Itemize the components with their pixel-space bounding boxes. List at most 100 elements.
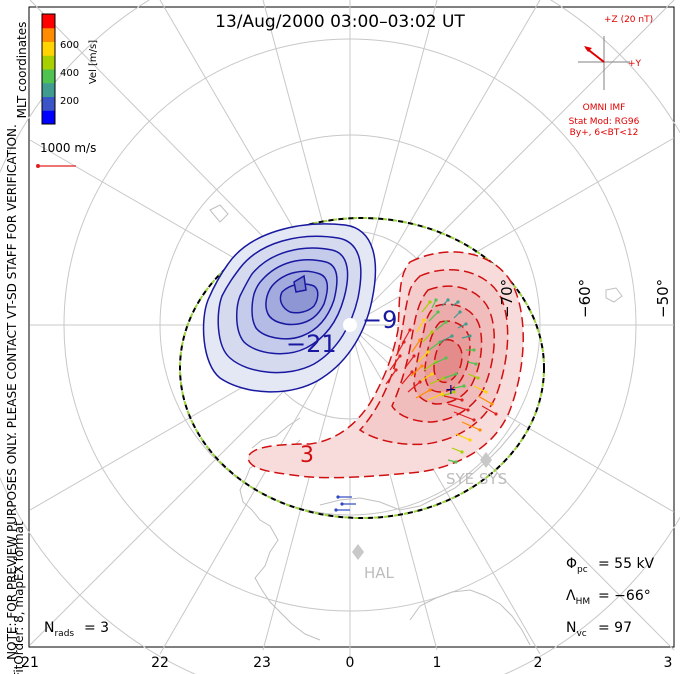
velocity-vector — [389, 355, 401, 371]
velocity-vector-origin — [454, 460, 458, 464]
velocity-vector-origin — [340, 502, 344, 506]
coastline — [605, 287, 623, 303]
velocity-vector — [453, 411, 475, 421]
contour-pos — [433, 338, 463, 384]
velocity-vector-origin — [458, 310, 462, 314]
velocity-vector-origin — [420, 364, 424, 368]
velocity-vector-origin — [436, 310, 440, 314]
colorbar-cell — [42, 41, 55, 56]
velocity-vector-origin — [476, 376, 480, 380]
velocity-vector — [455, 433, 471, 441]
velocity-vector — [411, 339, 421, 353]
velocity-vector — [441, 391, 455, 397]
colorbar-cell — [42, 96, 55, 111]
station-marker-sye — [480, 452, 492, 468]
velocity-vector — [395, 341, 405, 357]
velocity-vector-origin — [450, 334, 454, 338]
colorbar-cell — [42, 14, 55, 29]
velocity-vector-origin — [412, 354, 416, 358]
contour-label-neg21: −21 — [286, 330, 337, 358]
velocity-vector — [481, 405, 497, 415]
velocity-vector-origin — [336, 495, 340, 499]
positive-potential-cell — [247, 251, 524, 479]
velocity-vector-origin — [468, 438, 472, 442]
velocity-vector-origin — [426, 350, 430, 354]
mlt-label-21: 21 — [21, 655, 39, 671]
imf-condition: By+, 6<BT<12 — [570, 128, 639, 138]
mlt-label-1: 1 — [433, 655, 442, 671]
velocity-vector — [439, 335, 453, 343]
lat-label-70: −70° — [498, 279, 516, 318]
velocity-vector — [418, 373, 433, 383]
velocity-vector-origin — [494, 412, 498, 416]
colorbar-cell — [42, 55, 55, 70]
velocity-vector — [415, 389, 431, 399]
velocity-vector — [422, 331, 433, 343]
mlt-label-22: 22 — [151, 655, 169, 671]
colorbar-label: Vel [m/s] — [88, 40, 99, 84]
lat-label-60: −60° — [576, 279, 594, 318]
coastline — [209, 204, 229, 223]
coastline — [319, 423, 521, 511]
meridian — [349, 324, 541, 655]
imf-z-label: +Z (20 nT) — [604, 15, 653, 25]
velocity-vector-origin — [428, 388, 432, 392]
station-markers — [352, 452, 492, 560]
map-title: 13/Aug/2000 03:00–03:02 UT — [215, 12, 465, 32]
velocity-vector — [451, 447, 463, 453]
velocity-vector — [428, 311, 439, 322]
velocity-vector — [407, 381, 421, 393]
mlt-label-0: 0 — [346, 655, 355, 671]
vector-scale-origin — [36, 164, 40, 168]
velocity-vector — [421, 301, 431, 313]
velocity-vector-origin — [434, 298, 438, 302]
velocity-vector-origin — [462, 384, 466, 388]
station-label-hal: HAL — [364, 564, 395, 582]
mlt-axis: 21 22 23 0 1 2 3 — [21, 655, 672, 671]
lat-label-50: −50° — [654, 279, 672, 318]
hm-boundary — [179, 217, 545, 519]
colorbar-cell — [42, 27, 55, 42]
velocity-vector-origin — [428, 300, 432, 304]
colorbar-tick-600: 600 — [60, 40, 79, 51]
coastline — [251, 417, 301, 449]
velocity-vector-origin — [334, 508, 338, 512]
velocity-vector — [477, 395, 493, 405]
velocity-vector-origin — [398, 354, 402, 358]
imf-y-label: +Y — [628, 59, 642, 69]
velocity-vector — [410, 365, 423, 377]
mlt-label-3: 3 — [664, 655, 673, 671]
velocity-vector — [401, 371, 413, 385]
meridian — [349, 0, 541, 326]
lambda-hm-value: = −66° — [598, 588, 651, 604]
velocity-vector-origin — [430, 330, 434, 334]
velocity-vector-origin — [430, 372, 434, 376]
velocity-vector — [432, 357, 447, 365]
velocity-vector-origin — [484, 390, 488, 394]
velocity-vector — [427, 393, 443, 401]
contour-label-neg9: −9 — [362, 306, 397, 334]
velocity-vector — [461, 421, 481, 431]
colorbar-tick-200: 200 — [60, 96, 79, 107]
colorbar-tick-400: 400 — [60, 68, 79, 79]
fit-order-note: FitOrder: 8, mapEX format — [12, 521, 26, 674]
negative-potential-cell — [202, 223, 377, 393]
station-label-sye-sys: SYE SYS — [446, 470, 507, 488]
station-marker-hal — [352, 544, 364, 560]
coastline — [409, 589, 531, 646]
velocity-vector-origin — [490, 402, 494, 406]
velocity-vector — [417, 351, 429, 363]
velocity-vector-origin — [460, 450, 464, 454]
velocity-vector — [416, 319, 425, 333]
mlt-label-2: 2 — [534, 655, 543, 671]
velocity-vector-origin — [408, 328, 412, 332]
n-rads-value: = 3 — [84, 620, 109, 636]
phi-pc-value: = 55 kV — [598, 556, 655, 572]
velocity-vector — [429, 377, 445, 385]
velocity-vector — [443, 395, 463, 401]
velocity-vector-origin — [452, 390, 456, 394]
velocity-colorbar: 600 400 200 Vel [m/s] — [41, 13, 99, 125]
velocity-vector-origin — [454, 372, 458, 376]
velocity-vector — [435, 321, 447, 331]
imf-source: OMNI IMF — [583, 103, 626, 113]
